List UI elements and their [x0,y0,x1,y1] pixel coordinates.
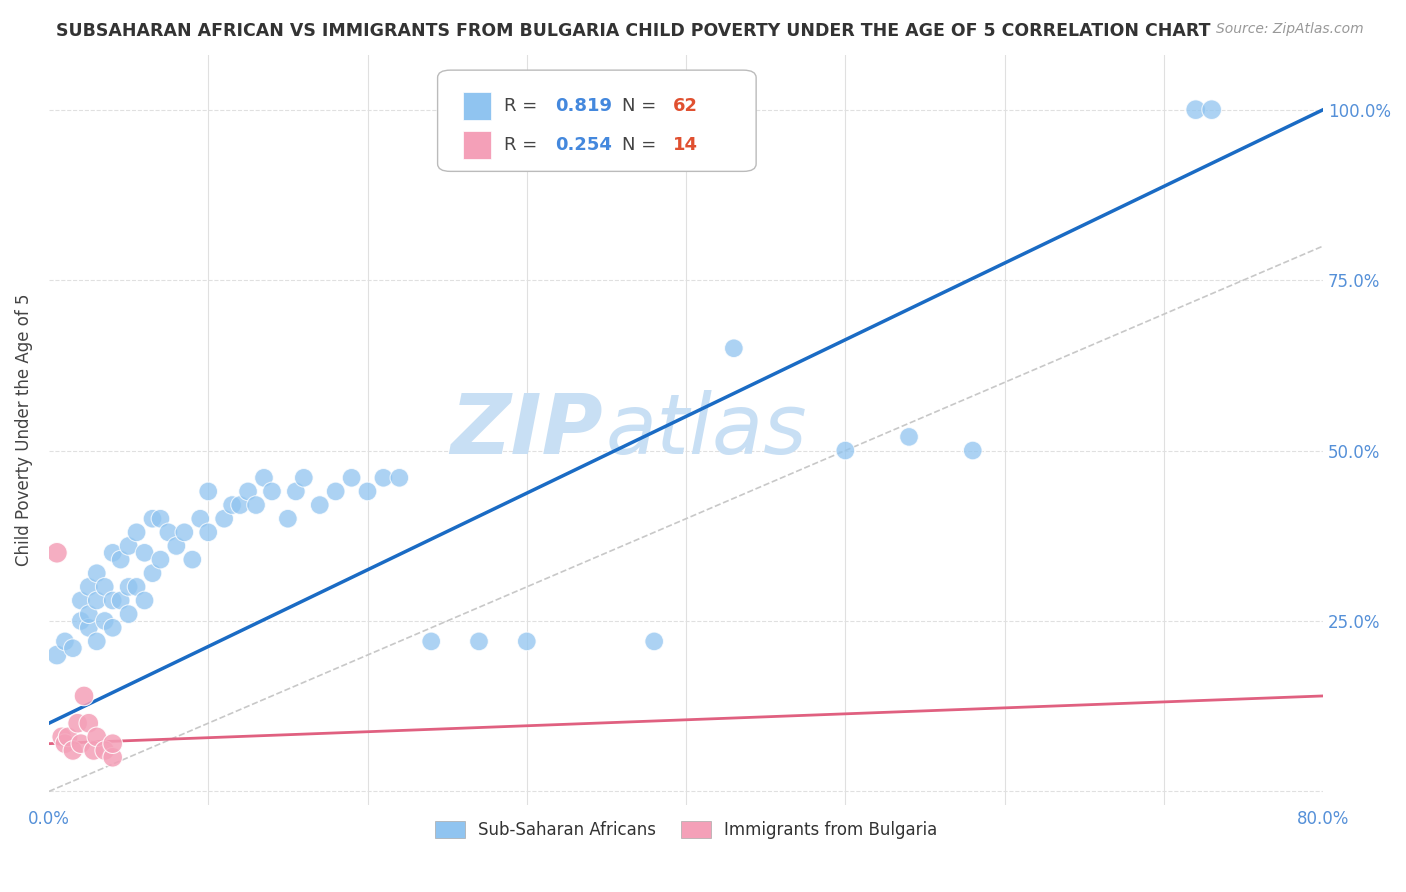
Point [62,641,84,656]
Text: 0.819: 0.819 [555,97,612,115]
Point [284,484,307,499]
Point [45,648,67,662]
Point [149,552,172,566]
Point [73,689,96,703]
Point [51,730,73,744]
Legend: Sub-Saharan Africans, Immigrants from Bulgaria: Sub-Saharan Africans, Immigrants from Bu… [427,814,945,846]
Point [308,498,330,512]
Point [77,716,100,731]
Text: N =: N = [623,97,662,115]
Point [325,484,347,499]
Point [373,471,395,485]
Point [236,484,259,499]
Point [56,730,79,744]
Point [1201,103,1223,117]
Point [86,634,108,648]
Text: R =: R = [503,136,543,154]
Point [516,634,538,648]
Point [468,634,491,648]
Point [898,430,921,444]
Point [212,511,235,525]
Point [141,511,163,525]
Text: R =: R = [503,97,543,115]
Point [125,525,148,540]
Point [181,552,204,566]
Point [77,607,100,621]
Point [69,614,91,628]
Point [125,580,148,594]
Point [292,471,315,485]
Point [165,539,187,553]
Point [83,743,105,757]
Point [93,614,115,628]
Text: SUBSAHARAN AFRICAN VS IMMIGRANTS FROM BULGARIA CHILD POVERTY UNDER THE AGE OF 5 : SUBSAHARAN AFRICAN VS IMMIGRANTS FROM BU… [56,22,1211,40]
Point [221,498,243,512]
Point [66,716,89,731]
Point [77,621,100,635]
Point [134,546,156,560]
Text: atlas: atlas [606,390,807,471]
Point [93,580,115,594]
Text: N =: N = [623,136,662,154]
Y-axis label: Child Poverty Under the Age of 5: Child Poverty Under the Age of 5 [15,293,32,566]
Bar [463,130,491,159]
Point [340,471,363,485]
Point [253,471,276,485]
Point [101,546,124,560]
Text: 14: 14 [673,136,699,154]
Point [110,552,132,566]
Point [388,471,411,485]
Point [834,443,856,458]
Point [723,341,745,355]
Point [117,580,139,594]
Point [173,525,195,540]
Point [86,593,108,607]
Text: Source: ZipAtlas.com: Source: ZipAtlas.com [1216,22,1364,37]
Point [117,607,139,621]
Text: 62: 62 [673,97,699,115]
Point [117,539,139,553]
Point [69,737,91,751]
Point [197,525,219,540]
Point [62,743,84,757]
Point [53,737,76,751]
Point [356,484,378,499]
Point [149,511,172,525]
Bar [463,92,491,120]
Point [53,634,76,648]
Point [643,634,665,648]
Point [86,566,108,581]
Point [93,743,115,757]
Point [134,593,156,607]
Point [188,511,211,525]
Point [277,511,299,525]
Point [77,580,100,594]
Point [110,593,132,607]
Point [197,484,219,499]
Point [101,750,124,764]
Point [101,621,124,635]
Point [420,634,443,648]
Point [157,525,180,540]
Text: 0.254: 0.254 [555,136,612,154]
Point [260,484,283,499]
Text: ZIP: ZIP [450,390,603,471]
Point [86,730,108,744]
Point [229,498,252,512]
Point [69,593,91,607]
Point [1184,103,1206,117]
FancyBboxPatch shape [437,70,756,171]
Point [101,737,124,751]
Point [245,498,267,512]
Point [45,546,67,560]
Point [101,593,124,607]
Point [962,443,984,458]
Point [141,566,163,581]
